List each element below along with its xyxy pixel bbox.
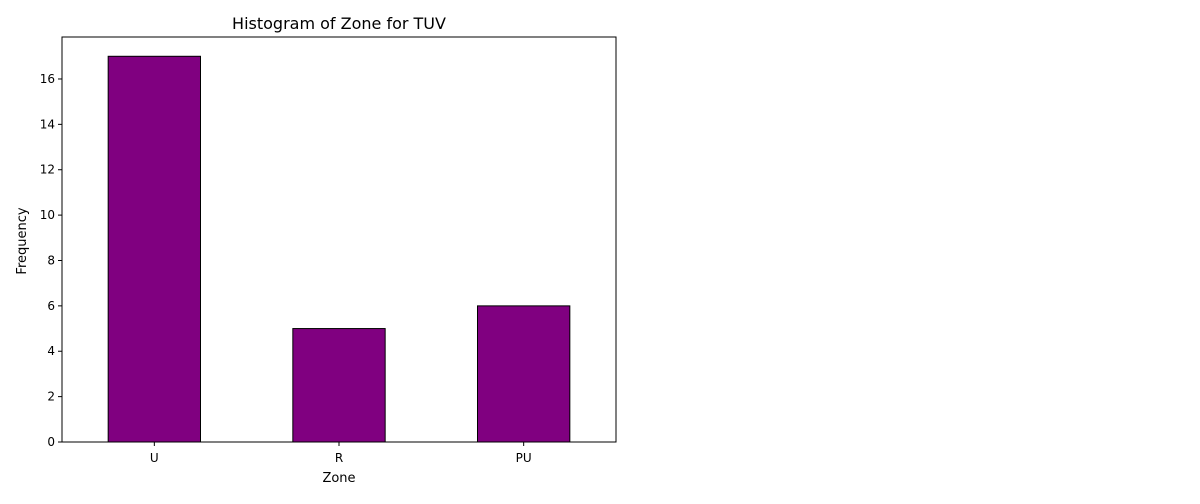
y-tick-label: 14 [40, 117, 55, 131]
y-tick-label: 8 [47, 253, 55, 267]
bar-u [107, 55, 201, 443]
bar-pu [477, 305, 571, 443]
x-tick-label: R [335, 451, 343, 465]
chart-title: Histogram of Zone for TUV [232, 14, 446, 33]
y-tick-label: 12 [40, 163, 55, 177]
y-tick-label: 0 [47, 435, 55, 449]
y-tick-label: 16 [40, 72, 55, 86]
x-tick-label: PU [516, 451, 532, 465]
bar-r [292, 328, 386, 443]
y-tick-label: 4 [47, 344, 55, 358]
x-axis-label: Zone [322, 471, 355, 486]
y-axis-label: Frequency [15, 207, 30, 274]
x-tick-label: U [150, 451, 159, 465]
plot-area: 0 2 4 6 8 10 12 14 16 U R PU [40, 36, 617, 465]
y-tick-label: 10 [40, 208, 55, 222]
y-tick-label: 2 [47, 390, 55, 404]
y-tick-label: 6 [47, 299, 55, 313]
